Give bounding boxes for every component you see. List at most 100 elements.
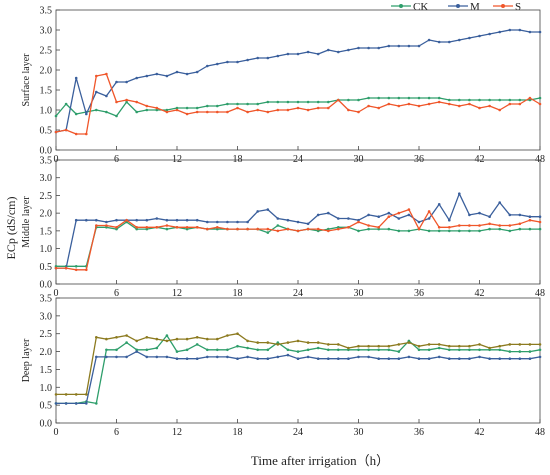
data-point-m [175, 70, 179, 74]
data-point-m [246, 355, 249, 359]
data-point-ck [347, 98, 350, 102]
data-point-m [316, 213, 320, 217]
data-point-ck [357, 348, 360, 352]
data-point-m [206, 64, 209, 68]
data-point-m [155, 217, 159, 220]
data-point-m [276, 54, 280, 58]
data-point-m [417, 357, 421, 361]
data-point-ck [135, 348, 138, 352]
data-point-m [528, 357, 532, 361]
data-point-s [256, 341, 260, 344]
y-tick-label: 2.0 [40, 209, 53, 220]
data-point-s [256, 227, 260, 231]
data-point-s [316, 227, 320, 231]
data-point-m [155, 355, 159, 359]
x-tick-label: 42 [475, 288, 485, 299]
data-point-m [458, 38, 461, 42]
data-point-m [115, 218, 118, 222]
data-point-m [236, 60, 239, 64]
data-point-m [377, 357, 381, 361]
data-point-s [54, 130, 58, 134]
data-point-s [64, 266, 68, 270]
y-tick-label: 3.5 [40, 6, 53, 17]
data-point-s [236, 332, 239, 336]
x-tick-label: 0 [54, 288, 59, 299]
data-point-ck [54, 265, 58, 268]
data-point-ck [175, 106, 179, 110]
data-point-m [478, 355, 481, 359]
data-point-s [508, 224, 512, 227]
data-point-s [468, 344, 471, 348]
data-point-ck [306, 348, 310, 352]
data-point-ck [347, 348, 350, 352]
x-tick-label: 30 [354, 427, 364, 438]
data-point-m [518, 213, 522, 217]
data-point-m [427, 38, 431, 42]
data-point-m [337, 50, 340, 54]
data-point-s [407, 341, 411, 344]
panel-deep-layer: 0.0 0.5 1.0 1.5 2.0 2.5 3.0 3.5 0 6 12 18 24 30 36 42 48… [21, 294, 545, 439]
x-tick-label: 24 [293, 154, 303, 165]
data-point-s [165, 339, 169, 343]
data-point-ck [54, 114, 58, 118]
data-point-ck [165, 227, 169, 231]
panel-label: Deep layer [21, 338, 32, 382]
data-point-s [478, 224, 481, 227]
data-point-ck [155, 108, 159, 112]
data-point-ck [105, 110, 108, 114]
data-point-s [216, 337, 219, 341]
data-point-s [276, 229, 280, 233]
data-point-ck [518, 227, 522, 231]
data-point-m [236, 357, 239, 361]
data-point-m [347, 217, 350, 220]
data-point-m [387, 211, 391, 215]
data-point-s [296, 229, 300, 233]
data-point-s [357, 110, 360, 114]
data-point-ck [377, 96, 381, 100]
data-point-ck [135, 110, 138, 114]
data-point-m [286, 52, 290, 56]
data-point-ck [165, 334, 169, 337]
data-point-ck [498, 348, 502, 352]
x-tick-label: 30 [354, 288, 364, 299]
data-point-s [115, 100, 118, 104]
data-point-m [175, 357, 179, 361]
legend-label-s: S [515, 1, 521, 13]
data-point-ck [216, 104, 219, 108]
data-point-s [135, 226, 138, 229]
data-point-s [246, 339, 249, 343]
data-point-m [236, 220, 239, 224]
data-point-ck [266, 348, 270, 352]
data-point-s [397, 104, 401, 108]
y-tick-label: 2.5 [40, 329, 53, 340]
data-point-m [397, 44, 401, 48]
data-point-ck [377, 227, 381, 231]
data-point-m [407, 213, 411, 217]
data-point-ck [276, 224, 280, 227]
data-point-ck [397, 350, 401, 353]
data-point-m [538, 215, 542, 218]
data-point-s [437, 343, 441, 346]
data-point-s [448, 102, 451, 106]
data-point-ck [508, 229, 512, 233]
data-point-s [165, 110, 169, 114]
data-point-s [498, 224, 502, 227]
x-tick-label: 36 [414, 288, 424, 299]
data-point-m [195, 70, 199, 74]
data-point-s [337, 343, 340, 346]
data-point-m [185, 218, 189, 222]
legend-label-ck: CK [413, 1, 428, 13]
data-point-m [256, 357, 260, 361]
y-axis-label: ECp (dS/cm) [4, 197, 18, 260]
data-point-s [216, 110, 219, 114]
data-point-s [155, 106, 159, 110]
data-point-s [175, 108, 179, 112]
y-tick-label: 1.5 [40, 226, 53, 237]
data-point-s [175, 226, 179, 229]
data-point-s [85, 393, 88, 396]
data-point-s [175, 337, 179, 341]
data-point-s [488, 346, 491, 350]
data-point-ck [468, 229, 471, 233]
data-point-ck [468, 98, 471, 102]
data-point-m [387, 44, 391, 48]
